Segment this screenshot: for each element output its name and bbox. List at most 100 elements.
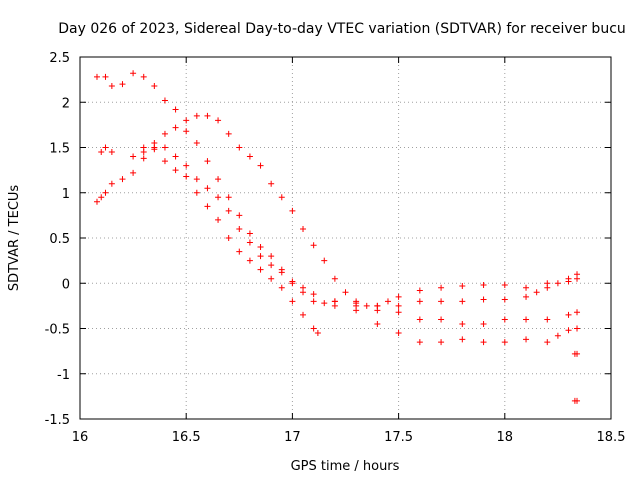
data-point xyxy=(225,207,232,214)
data-point xyxy=(172,153,179,160)
data-point xyxy=(140,149,147,156)
data-point xyxy=(353,307,360,314)
data-point xyxy=(246,257,253,264)
data-point xyxy=(363,302,370,309)
x-axis-label: GPS time / hours xyxy=(291,459,400,474)
y-tick-label: 2.5 xyxy=(49,51,70,66)
data-point xyxy=(289,298,296,305)
data-point xyxy=(98,149,105,156)
data-point xyxy=(236,248,243,255)
data-point xyxy=(130,169,137,176)
data-point xyxy=(554,332,561,339)
data-point xyxy=(438,298,445,305)
data-point xyxy=(215,216,222,223)
series-track-c xyxy=(130,144,581,327)
data-point xyxy=(480,339,487,346)
data-point xyxy=(544,339,551,346)
data-point xyxy=(93,73,100,80)
series-track-a xyxy=(93,70,581,309)
data-points xyxy=(93,70,581,404)
data-point xyxy=(565,327,572,334)
data-point xyxy=(523,316,530,323)
data-point xyxy=(215,194,222,201)
data-point xyxy=(236,225,243,232)
x-tick-label: 16.5 xyxy=(172,430,201,445)
data-point xyxy=(310,325,317,332)
data-point xyxy=(300,311,307,318)
data-point xyxy=(459,336,466,343)
data-point xyxy=(342,289,349,296)
data-point xyxy=(225,194,232,201)
data-point xyxy=(102,144,109,151)
data-point xyxy=(161,130,168,137)
data-point xyxy=(395,330,402,337)
data-point xyxy=(93,198,100,205)
data-point xyxy=(119,81,126,88)
data-point xyxy=(215,117,222,124)
data-point xyxy=(480,282,487,289)
y-tick-label: 0.5 xyxy=(49,232,70,247)
data-point xyxy=(278,194,285,201)
y-tick-label: 0 xyxy=(62,277,70,292)
y-tick-label: -0.5 xyxy=(45,323,70,338)
y-tick-label: 1 xyxy=(62,187,70,202)
data-point xyxy=(416,316,423,323)
data-point xyxy=(523,293,530,300)
data-point xyxy=(246,153,253,160)
data-point xyxy=(257,244,264,251)
data-point xyxy=(565,275,572,282)
data-point xyxy=(501,296,508,303)
y-tick-label: -1 xyxy=(57,368,70,383)
data-point xyxy=(395,293,402,300)
data-point xyxy=(268,253,275,260)
data-point xyxy=(193,176,200,183)
data-point xyxy=(331,275,338,282)
data-point xyxy=(140,155,147,162)
y-axis-label: SDTVAR / TECUs xyxy=(7,185,22,292)
data-point xyxy=(314,330,321,337)
data-point xyxy=(193,112,200,119)
data-point xyxy=(278,284,285,291)
data-point xyxy=(459,298,466,305)
data-point xyxy=(331,302,338,309)
grid xyxy=(80,57,611,419)
series-track-b xyxy=(140,112,581,309)
x-tick-label: 17.5 xyxy=(384,430,413,445)
data-point xyxy=(310,291,317,298)
data-point xyxy=(215,176,222,183)
y-tick-label: -1.5 xyxy=(45,413,70,428)
data-point xyxy=(438,284,445,291)
data-point xyxy=(395,302,402,309)
data-point xyxy=(268,262,275,269)
data-point xyxy=(523,336,530,343)
data-point xyxy=(257,253,264,260)
data-point xyxy=(246,239,253,246)
data-point xyxy=(300,284,307,291)
x-tick-label: 18.5 xyxy=(597,430,626,445)
axis-ticks xyxy=(79,56,612,420)
y-tick-label: 1.5 xyxy=(49,142,70,157)
data-point xyxy=(204,203,211,210)
data-point xyxy=(289,207,296,214)
y-tick-labels: -1.5 -1 -0.5 0 0.5 1 1.5 2 2.5 xyxy=(45,51,70,428)
data-point xyxy=(268,275,275,282)
data-point xyxy=(480,320,487,327)
y-tick-label: 2 xyxy=(62,96,70,111)
data-point xyxy=(183,117,190,124)
data-point xyxy=(204,185,211,192)
data-point xyxy=(501,339,508,346)
data-point xyxy=(480,296,487,303)
x-tick-label: 16 xyxy=(72,430,89,445)
data-point xyxy=(565,311,572,318)
data-point xyxy=(501,282,508,289)
data-point xyxy=(183,173,190,180)
data-point xyxy=(257,162,264,169)
data-point xyxy=(108,180,115,187)
data-point xyxy=(544,280,551,287)
data-point xyxy=(236,212,243,219)
data-point xyxy=(395,309,402,316)
data-point xyxy=(204,112,211,119)
data-point xyxy=(310,242,317,249)
data-point xyxy=(278,269,285,276)
